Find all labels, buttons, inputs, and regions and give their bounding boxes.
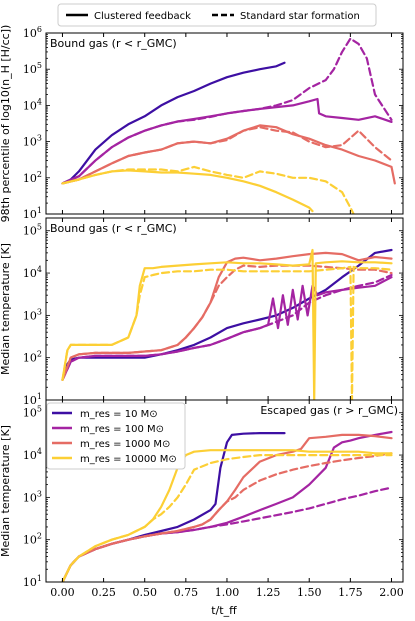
legend-label-r10: m_res = 10 M⊙ bbox=[80, 409, 158, 420]
y-tick-label: 105 bbox=[23, 405, 42, 420]
x-tick-label: 0.50 bbox=[132, 586, 157, 599]
y-tick-label: 104 bbox=[23, 447, 42, 462]
y-tick-label: 102 bbox=[23, 350, 42, 365]
panel-annotation: Bound gas (r < r_GMC) bbox=[50, 37, 177, 50]
y-tick-label: 102 bbox=[23, 170, 42, 185]
y-axis-label: 98th percentile of log10(n_H [H/cc]) bbox=[0, 25, 12, 223]
y-tick-label: 105 bbox=[23, 223, 42, 238]
panel-annotation: Bound gas (r < r_GMC) bbox=[50, 222, 177, 235]
series-line-r1000-solid bbox=[61, 251, 393, 381]
series-line-r100-dashed bbox=[61, 273, 393, 381]
series-group bbox=[61, 37, 396, 214]
y-axis-label: Median temperature [K] bbox=[0, 243, 12, 375]
axes-frame bbox=[45, 217, 404, 401]
series-group bbox=[61, 248, 393, 400]
y-tick-label: 102 bbox=[23, 532, 42, 547]
y-tick-label: 104 bbox=[23, 265, 42, 280]
axes-frame bbox=[45, 399, 404, 583]
series-line-r100-solid bbox=[61, 276, 393, 381]
x-tick-label: 0.00 bbox=[50, 586, 75, 599]
y-tick-label: 103 bbox=[23, 307, 42, 322]
x-tick-label: 2.00 bbox=[379, 586, 404, 599]
y-tick-label: 101 bbox=[23, 574, 42, 589]
series-line-r1000-dashed bbox=[61, 264, 393, 381]
series-line-r10000-dashed bbox=[61, 265, 393, 400]
legend-solid-label: Clustered feedback bbox=[94, 11, 191, 22]
legend-label-r1000: m_res = 1000 M⊙ bbox=[80, 439, 170, 450]
legend-label-r10000: m_res = 10000 M⊙ bbox=[80, 454, 177, 465]
y-tick-label: 106 bbox=[23, 25, 42, 40]
series-line-r10000-dashed bbox=[61, 454, 393, 582]
series-line-r1000-dashed bbox=[61, 452, 393, 582]
series-line-r100-dashed bbox=[61, 37, 393, 185]
x-tick-label: 0.25 bbox=[91, 586, 116, 599]
series-line-r10-solid bbox=[61, 61, 286, 185]
y-axis-label: Median temperature [K] bbox=[0, 425, 12, 557]
x-axis-label: t/t_ff bbox=[211, 604, 237, 617]
series-group bbox=[61, 430, 393, 582]
series-line-r1000-dashed bbox=[61, 126, 393, 185]
axes-frame bbox=[45, 32, 404, 215]
y-tick-label: 105 bbox=[23, 61, 42, 76]
series-line-r10000-solid bbox=[61, 248, 393, 400]
x-tick-label: 1.50 bbox=[297, 586, 322, 599]
x-tick-label: 1.00 bbox=[215, 586, 240, 599]
legend-dashed-label: Standard star formation bbox=[240, 11, 360, 22]
panel-density: 101 102 103 104 105 106 98th percentile of log… bbox=[0, 25, 404, 223]
x-tick-label: 1.25 bbox=[256, 586, 281, 599]
top-legend: Clustered feedback Standard star formati… bbox=[57, 3, 377, 27]
resolution-legend: m_res = 10 M⊙ m_res = 100 M⊙ m_res = 100… bbox=[46, 402, 186, 470]
series-line-r10-solid bbox=[61, 248, 393, 381]
panel-annotation: Escaped gas (r > r_GMC) bbox=[260, 404, 398, 417]
y-tick-label: 101 bbox=[23, 206, 42, 221]
series-line-r10000-solid bbox=[61, 169, 314, 213]
panel-escaped-temperature: 0.00 0.25 0.50 0.75 1.00 1.25 1.50 1.75 2.00 101 1… bbox=[0, 399, 404, 599]
y-tick-label: 104 bbox=[23, 97, 42, 112]
y-tick-label: 103 bbox=[23, 134, 42, 149]
series-line-r10000-solid bbox=[61, 449, 393, 582]
y-tick-label: 103 bbox=[23, 489, 42, 504]
x-tick-label: 1.75 bbox=[338, 586, 363, 599]
legend-label-r100: m_res = 100 M⊙ bbox=[80, 424, 164, 435]
x-tick-label: 0.75 bbox=[174, 586, 199, 599]
series-line-r10000-dashed bbox=[61, 165, 355, 214]
resolution-legend-frame bbox=[46, 402, 186, 470]
